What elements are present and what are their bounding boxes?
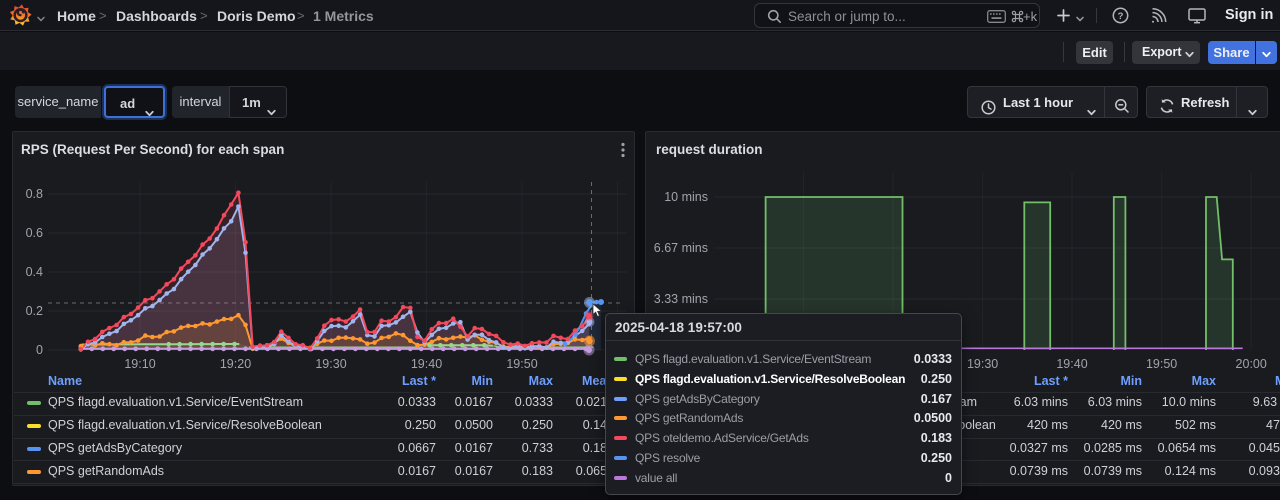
svg-text:19:30: 19:30 <box>967 357 998 371</box>
svg-text:19:10: 19:10 <box>124 357 155 371</box>
svg-text:0: 0 <box>36 343 43 357</box>
svg-text:0.8: 0.8 <box>26 187 43 201</box>
svg-text:6.67 mins: 6.67 mins <box>654 241 708 255</box>
svg-text:19:20: 19:20 <box>220 357 251 371</box>
svg-text:19:40: 19:40 <box>411 357 442 371</box>
svg-text:19:40: 19:40 <box>1056 357 1087 371</box>
svg-text:20:00: 20:00 <box>1236 357 1267 371</box>
svg-text:10 mins: 10 mins <box>664 190 708 204</box>
svg-text:3.33 mins: 3.33 mins <box>654 292 708 306</box>
svg-text:19:50: 19:50 <box>1146 357 1177 371</box>
svg-text:?: ? <box>1118 11 1124 22</box>
svg-text:0.6: 0.6 <box>26 226 43 240</box>
svg-text:19:30: 19:30 <box>315 357 346 371</box>
svg-text:0.2: 0.2 <box>26 304 43 318</box>
svg-text:19:50: 19:50 <box>506 357 537 371</box>
svg-text:0.4: 0.4 <box>26 265 43 279</box>
